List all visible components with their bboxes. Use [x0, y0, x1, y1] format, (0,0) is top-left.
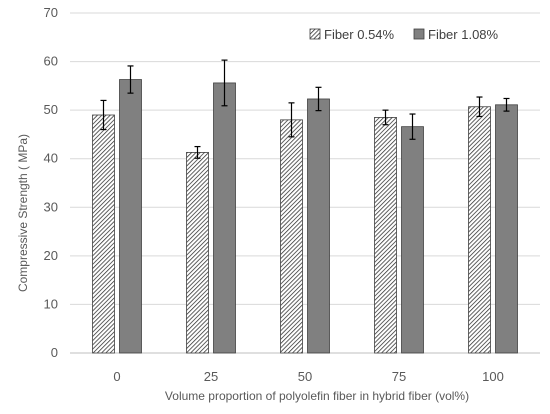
error-bar — [503, 97, 510, 112]
bar-fiber-054-75 — [374, 117, 397, 354]
error-bar — [221, 59, 228, 107]
legend-label-fiber-054: Fiber 0.54% — [324, 27, 395, 42]
bar-fiber-054-0 — [92, 114, 115, 354]
bar-fiber-108-50 — [307, 98, 330, 354]
x-axis-title: Volume proportion of polyolefin fiber in… — [165, 389, 469, 403]
bars — [92, 79, 518, 354]
y-tick-label: 0 — [51, 345, 58, 360]
bar-fiber-108-0 — [119, 79, 142, 354]
error-bar — [409, 113, 416, 140]
bar-fiber-108-100 — [495, 104, 518, 354]
bar-fiber-054-25 — [186, 151, 209, 354]
error-bar — [315, 86, 322, 112]
y-tick-label: 70 — [44, 5, 58, 20]
error-bar — [194, 145, 201, 159]
gridlines — [70, 12, 540, 354]
legend-swatch-fiber-054 — [309, 28, 321, 40]
error-bar — [100, 99, 107, 131]
x-tick-label: 75 — [392, 369, 406, 384]
y-tick-label: 40 — [44, 151, 58, 166]
error-bar — [382, 109, 389, 126]
legend-label-fiber-108: Fiber 1.08% — [428, 27, 499, 42]
bar-fiber-054-50 — [280, 119, 303, 354]
bar-fiber-108-75 — [401, 126, 424, 354]
error-bar — [127, 65, 134, 94]
x-tick-label: 25 — [204, 369, 218, 384]
y-tick-labels: 0 10 20 30 40 50 60 70 — [44, 5, 58, 360]
error-bar — [288, 102, 295, 138]
error-bar — [476, 96, 483, 118]
bar-fiber-054-100 — [468, 106, 491, 354]
y-tick-label: 20 — [44, 248, 58, 263]
error-bars — [100, 59, 510, 159]
x-tick-labels: 0 25 50 75 100 — [113, 369, 503, 384]
y-tick-label: 50 — [44, 102, 58, 117]
y-tick-label: 10 — [44, 296, 58, 311]
x-tick-label: 100 — [482, 369, 504, 384]
legend-swatch-fiber-108 — [413, 28, 425, 40]
y-axis-title: Compressive Strength ( MPa) — [16, 134, 30, 292]
legend: Fiber 0.54% Fiber 1.08% — [309, 27, 499, 42]
x-tick-label: 0 — [113, 369, 120, 384]
x-tick-label: 50 — [298, 369, 312, 384]
y-tick-label: 60 — [44, 54, 58, 69]
y-tick-label: 30 — [44, 199, 58, 214]
bar-fiber-108-25 — [213, 82, 236, 354]
